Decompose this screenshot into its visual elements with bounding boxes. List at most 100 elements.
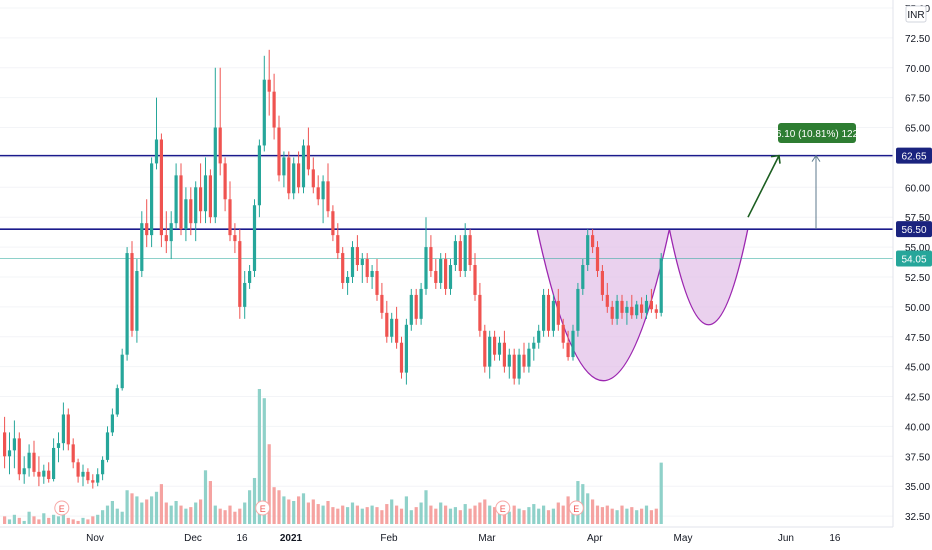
volume-bar [282,496,286,524]
volume-bar [101,510,105,524]
candle-body [272,91,276,128]
price-axis[interactable]: 75.0072.5070.0067.5065.0062.5060.0057.50… [892,0,932,527]
horizontal-lines[interactable] [0,154,893,259]
currency-badge-box[interactable] [905,5,927,23]
candle-body [434,271,438,283]
volume-bar [399,508,404,524]
candle-body [292,163,296,194]
candle-body [586,235,590,266]
volume-bar [439,502,443,524]
volume-bar [248,490,252,524]
volume-bar [341,505,345,524]
volume-bar [47,517,51,524]
volume-bar [76,520,80,524]
candle-body [32,452,36,472]
y-tick-label: 57.50 [905,213,930,224]
candle-body [448,265,453,289]
volume-bar [512,505,516,524]
volume-bar [380,510,384,524]
candle-body [659,258,663,313]
candle-body [86,471,90,481]
volume-bar [233,511,237,524]
volume-bar [419,502,423,524]
volume-bar [228,505,232,524]
volume-bar [620,505,624,524]
volume-bar [61,510,65,524]
cup-shape [536,228,671,382]
candle-body [17,438,21,475]
earnings-marker[interactable] [255,500,271,516]
candle-body [556,300,560,325]
volume-bar [625,508,629,524]
volume-bar [595,505,600,524]
volume-bar [659,462,663,524]
volume-bar [448,508,453,524]
volume-bar [370,505,374,524]
volume-bar [527,507,531,524]
volume-bar [409,510,413,524]
currency-badge[interactable]: INR [905,5,927,23]
time-axis[interactable]: Nov Dec 16 2021 Feb Mar Apr May Jun 16 [0,526,893,544]
volume-bar [306,502,310,524]
earnings-marker[interactable] [495,500,511,516]
projection-arrow-head [770,154,781,164]
candle-body [101,459,105,475]
volume-bar [556,502,560,524]
candle-body [336,235,340,254]
candle-body [620,300,624,313]
candle-body [385,312,389,337]
candle-body [537,330,541,343]
candle-body [507,354,511,367]
volume-bar [635,510,639,524]
candle-body [419,288,423,319]
price-label-box [896,250,932,267]
candle-body [154,139,159,164]
y-tick-label: 40.00 [905,422,930,433]
candle-body [439,259,443,283]
volume-bar [311,499,315,524]
candle-body [208,175,212,218]
candle-body [164,235,168,242]
volume-bar [507,511,511,524]
candle-body [404,324,408,373]
volume-bar [424,490,428,524]
volume-bar [297,496,301,524]
volume-bar [395,505,399,524]
volume-bar [71,519,75,524]
candle-body [380,294,384,313]
volume-bar [32,516,36,524]
y-tick-label: 55.00 [905,243,930,254]
candle-body [257,145,261,206]
candle-body [213,127,217,218]
candle-body [350,247,355,277]
candle-body [429,247,433,271]
candle-body [179,175,183,230]
volume-bar [140,502,144,524]
candle-body [561,324,565,343]
volume-bar [644,505,649,524]
volume-bar [360,508,364,524]
candle-body [512,354,516,379]
x-tick-label: Nov [86,533,104,544]
x-tick-label: Apr [587,533,603,544]
volume-bar [517,508,521,524]
volume-bar [502,508,506,524]
volume-bar [86,519,90,524]
earnings-marker[interactable] [568,500,584,516]
volume-bar [654,508,658,524]
currency-label: INR [907,10,924,21]
candle-body [145,223,149,236]
volume-bar [493,507,497,524]
measure-label-box [778,123,856,143]
candle-body [649,300,653,310]
candle-body [243,282,247,307]
earnings-marker[interactable] [54,500,70,516]
volume-bar [561,505,565,524]
volume-bar [17,517,21,524]
candle-body [140,223,144,271]
volume-bar [630,507,634,524]
volume-bar [42,513,46,524]
volume-bar [600,507,604,524]
